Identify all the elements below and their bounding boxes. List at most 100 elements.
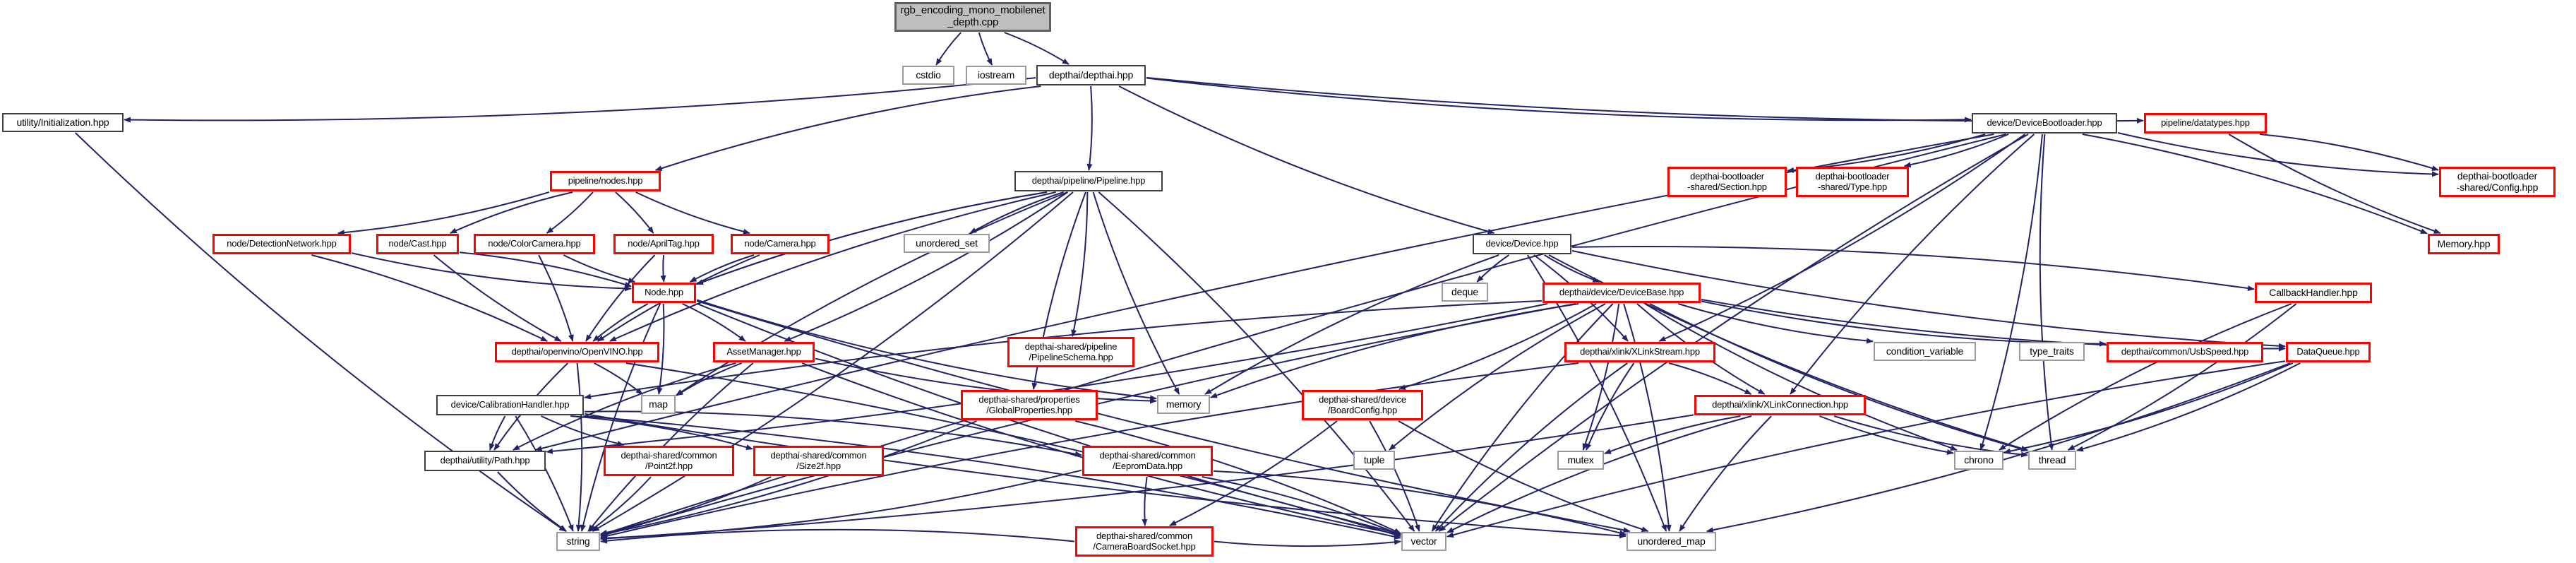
graph-edge-devboot-to-thread [2039,134,2054,451]
graph-edge-apriltag-to-node [660,254,666,283]
graph-edge-devboot-to-chrono [1979,134,2043,451]
graph-edge-depthai-to-nodes [654,85,1041,172]
graph-edge-path-to-string [497,471,568,532]
graph-node-vector[interactable]: vector [1401,532,1446,551]
graph-edge-calib-to-unordered_map [584,413,1627,539]
graph-node-string[interactable]: string [556,532,600,551]
graph-edge-pipeline-to-pipeschema [1071,191,1089,337]
graph-edge-xlinkstream-to-mutex [1586,362,1635,451]
graph-node-eeprom[interactable]: depthai-shared/common /EepromData.hpp [1082,446,1213,476]
graph-node-blconfig[interactable]: depthai-bootloader -shared/Config.hpp [2439,167,2556,197]
graph-edge-devbase-to-tuple [1389,303,1606,451]
graph-edge-devbase-to-usbspeed [1701,300,2107,347]
graph-edge-devbase-to-path [546,303,1548,454]
graph-node-pipeline[interactable]: depthai/pipeline/Pipeline.hpp [1014,171,1163,191]
graph-node-nodes[interactable]: pipeline/nodes.hpp [550,171,661,191]
graph-node-assetmgr[interactable]: AssetManager.hpp [713,342,815,362]
graph-edge-node-to-unordered_map [696,300,1631,533]
graph-node-cbhandler[interactable]: CallbackHandler.hpp [2255,283,2372,303]
graph-node-pipeschema[interactable]: depthai-shared/pipeline /PipelineSchema.… [1007,337,1134,367]
graph-node-boardcfg[interactable]: depthai-shared/device /BoardConfig.hpp [1302,390,1423,420]
graph-node-devbase[interactable]: depthai/device/DeviceBase.hpp [1542,283,1701,303]
graph-node-xlinkstream[interactable]: depthai/xlink/XLinkStream.hpp [1564,342,1715,362]
graph-node-path[interactable]: depthai/utility/Path.hpp [424,451,546,471]
graph-edge-boardcfg-to-unordered_map [1398,420,1649,533]
graph-node-root[interactable]: rgb_encoding_mono_mobilenet _depth.cpp [894,2,1051,32]
graph-node-colorcam[interactable]: node/ColorCamera.hpp [474,234,595,254]
graph-edge-dataqueue-to-thread [2076,362,2301,452]
graph-node-size2f[interactable]: depthai-shared/common /Size2f.hpp [753,446,884,476]
graph-node-camsocket[interactable]: depthai-shared/common /CameraBoardSocket… [1075,526,1214,557]
graph-node-node[interactable]: Node.hpp [632,283,696,303]
graph-node-apriltag[interactable]: node/AprilTag.hpp [613,234,714,254]
graph-edge-depthai-to-pipeline [1086,85,1093,171]
graph-edge-eeprom-to-string [600,469,1082,541]
graph-node-chrono[interactable]: chrono [1954,451,2003,470]
graph-edge-calib-to-size2f [570,415,753,450]
graph-edge-device-to-deque [1476,254,1510,283]
graph-node-point2f[interactable]: depthai-shared/common /Point2f.hpp [604,446,734,476]
graph-edge-calib-to-path [489,415,506,451]
graph-node-init[interactable]: utility/Initialization.hpp [2,113,124,132]
graph-edge-openvino-to-map [594,362,643,395]
graph-edge-device-to-memory [1204,254,1499,395]
graph-node-xlinkconn[interactable]: depthai/xlink/XLinkConnection.hpp [1694,395,1866,415]
graph-edge-device-to-dataqueue [1571,250,2286,349]
graph-node-camera[interactable]: node/Camera.hpp [731,234,829,254]
graph-node-calib[interactable]: device/CalibrationHandler.hpp [436,395,584,415]
graph-edge-xlinkstream-to-string [600,362,1579,539]
graph-node-unordered_set[interactable]: unordered_set [904,234,990,253]
graph-edge-nodes-to-camera [635,191,750,235]
graph-node-mutex[interactable]: mutex [1557,451,1604,470]
graph-node-blsection[interactable]: depthai-bootloader -shared/Section.hpp [1667,167,1787,197]
graph-node-dataqueue[interactable]: DataQueue.hpp [2286,342,2371,362]
graph-edge-node-to-map [657,303,665,395]
graph-node-usbspeed[interactable]: depthai/common/UsbSpeed.hpp [2107,342,2263,362]
graph-edge-globalprops-to-string [600,420,977,536]
graph-edge-assetmgr-to-map [676,362,743,396]
graph-edge-devboot-to-memoryhpp [2082,134,2428,235]
graph-edge-pipeline-to-openvino [609,191,1056,342]
graph-edge-depthai-to-device [1118,85,1495,235]
graph-edge-root-to-depthai [1004,32,1070,65]
graph-edge-assetmgr-to-path [512,362,736,451]
graph-node-depthai[interactable]: depthai/depthai.hpp [1036,65,1146,85]
graph-edge-nodes-to-apriltag [615,191,654,234]
graph-edge-point2f-to-string [589,476,652,532]
graph-node-tuple[interactable]: tuple [1353,451,1395,470]
graph-node-memory[interactable]: memory [1157,395,1210,414]
graph-edge-calib-to-vector [583,415,1401,540]
graph-edge-assetmgr-to-memory [815,357,1157,404]
graph-node-unordered_map[interactable]: unordered_map [1627,532,1716,551]
graph-node-datatypes[interactable]: pipeline/datatypes.hpp [2144,113,2267,134]
graph-node-thread[interactable]: thread [2028,451,2076,470]
graph-node-condvar[interactable]: condition_variable [1874,342,1976,361]
graph-node-device[interactable]: device/Device.hpp [1473,234,1571,254]
graph-edge-eeprom-to-vector [1202,476,1401,535]
graph-edge-depthai-to-devboot [1146,77,1972,123]
graph-node-bltype[interactable]: depthai-bootloader -shared/Type.hpp [1796,167,1909,197]
graph-edge-root-to-cstdio [935,32,961,66]
graph-edge-xlinkstream-to-vector [1434,362,1628,532]
graph-node-globalprops[interactable]: depthai-shared/properties /GlobalPropert… [961,390,1098,420]
graph-edge-device-to-devbase [1544,254,1600,283]
graph-node-memoryhpp[interactable]: Memory.hpp [2428,234,2500,254]
graph-edge-pipeline-to-assetmgr [784,191,1069,342]
graph-edge-camsocket-to-vector [1214,539,1401,547]
graph-node-detnet[interactable]: node/DetectionNetwork.hpp [212,234,351,254]
graph-node-cstdio[interactable]: cstdio [902,66,954,85]
graph-node-map[interactable]: map [641,395,676,414]
graph-node-devboot[interactable]: device/DeviceBootloader.hpp [1972,113,2117,134]
graph-node-deque[interactable]: deque [1442,283,1488,302]
graph-edge-boardcfg-to-vector [1369,420,1420,532]
graph-node-openvino[interactable]: depthai/openvino/OpenVINO.hpp [495,342,659,362]
graph-edge-eeprom-to-unordered_map [1213,470,1627,536]
graph-edge-eeprom-to-camsocket [1142,476,1148,526]
graph-edge-cbhandler-to-chrono [1999,303,2292,451]
graph-node-cast[interactable]: node/Cast.hpp [376,234,459,254]
graph-node-typetraits[interactable]: type_traits [2019,342,2085,361]
graph-edge-pipeline-to-unordered_set [969,191,1064,234]
graph-edge-globalprops-to-vector [1074,420,1401,535]
graph-node-iostream[interactable]: iostream [966,66,1026,85]
